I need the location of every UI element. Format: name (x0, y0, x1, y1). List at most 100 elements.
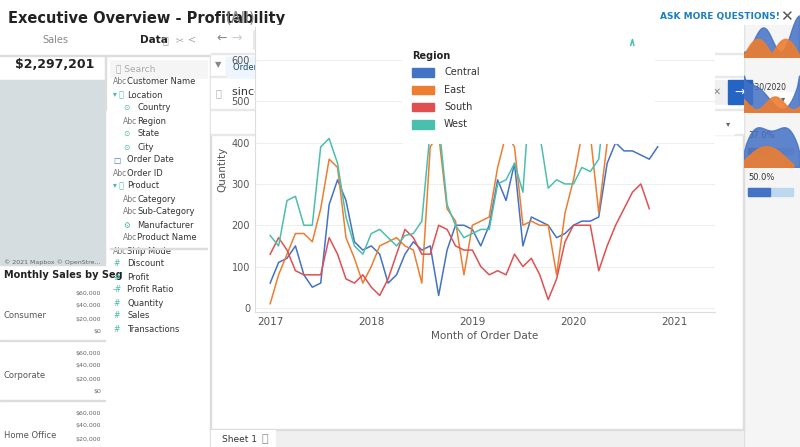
Text: Executive Overview - Profitability: Executive Overview - Profitability (8, 10, 285, 25)
Text: ⊙: ⊙ (123, 143, 130, 152)
Text: ⚙: ⚙ (123, 220, 130, 229)
Bar (211, 25, 743, 440)
Bar (211, 25, 743, 53)
Bar (211, 430, 212, 447)
Text: ⚙: ⚙ (632, 115, 644, 128)
X-axis label: Month of Order Date: Month of Order Date (431, 331, 538, 341)
FancyBboxPatch shape (358, 30, 498, 50)
Text: #: # (113, 312, 119, 320)
Text: sum of Quantity: sum of Quantity (262, 37, 335, 46)
Bar (211, 429, 743, 430)
Bar (402, 46, 654, 143)
Bar (0, 80, 105, 265)
Text: $40,000: $40,000 (75, 363, 101, 368)
Text: 2/30/2020: 2/30/2020 (748, 83, 787, 92)
Text: Abc: Abc (113, 169, 127, 177)
Text: Region: Region (137, 117, 166, 126)
Text: ⊙: ⊙ (123, 130, 130, 139)
Text: by Region: by Region (507, 37, 552, 46)
Text: $60,000: $60,000 (76, 291, 101, 295)
Bar (211, 76, 743, 77)
Text: ⧉: ⧉ (262, 434, 269, 444)
Bar (110, 60, 207, 78)
Text: ✕: ✕ (780, 9, 792, 25)
Text: Abc: Abc (123, 194, 138, 203)
Text: Abc: Abc (123, 117, 138, 126)
Bar (0, 25, 210, 447)
Text: -#: -# (113, 286, 122, 295)
Text: Central: Central (444, 67, 480, 77)
Text: Abc: Abc (113, 77, 127, 87)
Text: Consumer: Consumer (4, 311, 47, 320)
Text: (All): (All) (226, 10, 256, 25)
Bar (773, 92, 793, 106)
Bar (0, 405, 105, 447)
Text: Corporate: Corporate (4, 371, 46, 380)
Bar (110, 248, 207, 249)
Text: Ship Mode: Ship Mode (127, 246, 171, 256)
Bar (748, 188, 793, 196)
Text: State: State (137, 130, 159, 139)
Bar (211, 54, 743, 76)
Bar (211, 134, 743, 135)
FancyBboxPatch shape (648, 113, 735, 135)
Text: Sales: Sales (127, 312, 150, 320)
Bar (210, 25, 211, 447)
Text: ▾: ▾ (726, 119, 730, 128)
Text: Sub-Category: Sub-Category (137, 207, 194, 216)
Text: Category: Category (137, 194, 175, 203)
Text: $60,000: $60,000 (76, 410, 101, 416)
Text: Product Name: Product Name (137, 233, 197, 243)
Text: Order Date starting in 2020: Order Date starting in 2020 (233, 63, 349, 72)
Text: ▾: ▾ (781, 94, 785, 104)
Text: →: → (734, 85, 746, 98)
Text: Profit: Profit (127, 273, 149, 282)
Text: Monthly Sales by Seg: Monthly Sales by Seg (4, 270, 122, 280)
Y-axis label: Quantity: Quantity (218, 147, 227, 192)
Text: Abc: Abc (123, 233, 138, 243)
Text: ⊙: ⊙ (123, 104, 130, 113)
Text: Customer Name: Customer Name (127, 77, 195, 87)
Text: Manufacturer: Manufacturer (137, 220, 194, 229)
Bar (0, 400, 105, 401)
Bar (728, 80, 752, 104)
Text: Order Date: Order Date (127, 156, 174, 164)
Bar (0, 340, 105, 341)
Bar (211, 430, 743, 447)
Bar (211, 430, 276, 447)
Text: Profit Ratio: Profit Ratio (127, 286, 174, 295)
Text: 37.0%: 37.0% (748, 131, 774, 139)
Text: ▾ ⛹: ▾ ⛹ (113, 90, 124, 100)
Text: #: # (113, 260, 119, 269)
Bar (748, 188, 770, 196)
Text: Region: Region (412, 51, 450, 61)
Text: →: → (232, 31, 242, 45)
Text: Discount: Discount (127, 260, 164, 269)
Text: ASK MORE QUESTIONS!: ASK MORE QUESTIONS! (660, 13, 780, 21)
Text: Sales: Sales (42, 35, 68, 45)
FancyBboxPatch shape (498, 30, 568, 50)
Text: <: < (188, 35, 196, 45)
Text: Home Office: Home Office (4, 430, 56, 439)
Text: $20,000: $20,000 (75, 376, 101, 381)
Bar (0, 55, 210, 56)
Text: $2,297,201: $2,297,201 (15, 59, 94, 72)
Text: $60,000: $60,000 (76, 350, 101, 355)
Text: since 2020 |: since 2020 | (232, 87, 300, 97)
Text: Order ID: Order ID (127, 169, 162, 177)
Text: Sheet 1: Sheet 1 (222, 434, 257, 443)
Text: ⌕ Search: ⌕ Search (116, 64, 155, 73)
Text: Data: Data (140, 35, 168, 45)
Bar (0, 25, 210, 55)
Text: Country: Country (137, 104, 170, 113)
Bar (743, 25, 744, 447)
Text: ✂: ✂ (176, 35, 184, 45)
Text: □: □ (113, 156, 120, 164)
Text: South: South (444, 102, 473, 112)
Text: East: East (444, 85, 465, 95)
Text: #: # (113, 325, 119, 333)
Text: Abc: Abc (123, 207, 138, 216)
Bar (105, 55, 106, 110)
Bar (0, 345, 105, 400)
Text: ⓘ: ⓘ (215, 88, 221, 98)
